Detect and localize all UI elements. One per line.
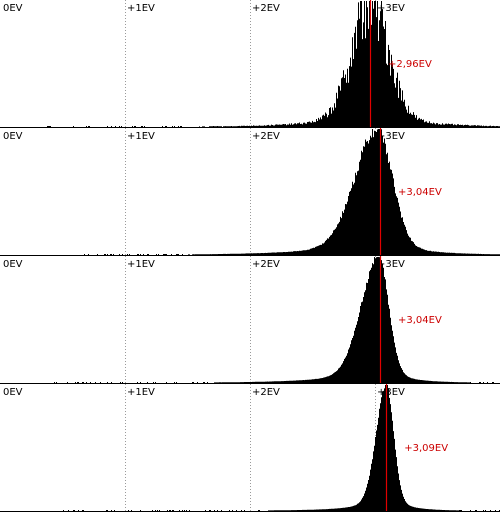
histogram-bars: [84, 129, 500, 255]
histogram-panel-2: 0EV +1EV +2EV +3EV +3,04EV: [0, 128, 500, 256]
tick-label-3: +3EV: [377, 3, 405, 14]
mean-label: +3,04EV: [398, 315, 442, 326]
tick-label-0: 0EV: [3, 3, 23, 14]
histogram-bars: [47, 1, 500, 127]
tick-label-1: +1EV: [127, 259, 155, 270]
tick-label-2: +2EV: [252, 131, 280, 142]
tick-label-2: +2EV: [252, 387, 280, 398]
tick-label-1: +1EV: [127, 387, 155, 398]
tick-label-3: +3EV: [377, 387, 405, 398]
tick-label-0: 0EV: [3, 387, 23, 398]
histogram-bars: [63, 385, 500, 511]
tick-label-3: +3EV: [377, 131, 405, 142]
histogram-panel-4: 0EV +1EV +2EV +3EV +3,09EV: [0, 384, 500, 512]
tick-label-1: +1EV: [127, 3, 155, 14]
tick-label-0: 0EV: [3, 259, 23, 270]
histogram-panel-3: 0EV +1EV +2EV +3EV +3,04EV: [0, 256, 500, 384]
mean-label: +3,04EV: [398, 187, 442, 198]
mean-label: +3,09EV: [404, 443, 448, 454]
tick-label-2: +2EV: [252, 259, 280, 270]
tick-label-0: 0EV: [3, 131, 23, 142]
mean-label: +2,96EV: [388, 59, 432, 70]
tick-label-1: +1EV: [127, 131, 155, 142]
histogram-bars: [54, 257, 494, 383]
histogram-panel-1: 0EV +1EV +2EV +3EV +2,96EV: [0, 0, 500, 128]
tick-label-3: +3EV: [377, 259, 405, 270]
tick-label-2: +2EV: [252, 3, 280, 14]
